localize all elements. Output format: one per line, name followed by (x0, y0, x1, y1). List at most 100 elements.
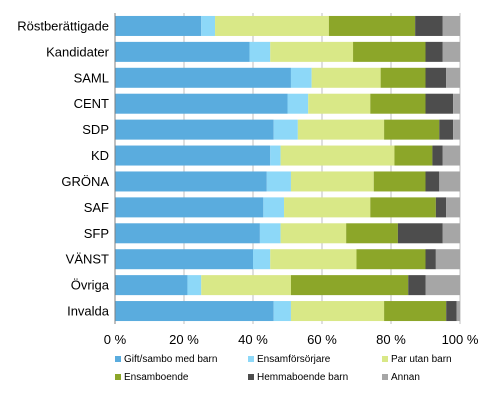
bar-segment (384, 119, 440, 140)
bar-segment (439, 171, 460, 192)
bar-segment (311, 67, 381, 88)
bar-segment (442, 223, 460, 244)
legend-label: Ensamboende (124, 372, 189, 383)
bar-segment (115, 15, 202, 36)
axes: Röstberättigade Kandidater SAML CENT SDP KD GR… (17, 13, 479, 347)
bar-segment (273, 119, 298, 140)
category-label: Invalda (67, 304, 110, 319)
x-tick-label: 20 % (169, 332, 199, 347)
category-label: GRÖNA (61, 174, 109, 189)
bar-segment (408, 275, 426, 296)
x-tick-label: 40 % (238, 332, 268, 347)
x-tick-label: 60 % (307, 332, 337, 347)
legend-swatch (382, 356, 388, 362)
bar-segment (270, 41, 354, 62)
bar-segment (415, 15, 443, 36)
bar-segment (115, 119, 274, 140)
bar-segment (435, 249, 460, 270)
bar-segment (270, 249, 357, 270)
category-label: Röstberättigade (17, 18, 109, 33)
category-label: VÄNST (66, 252, 109, 267)
category-label: Kandidater (46, 44, 110, 59)
bar-segment (370, 197, 436, 218)
bar-segment (297, 119, 385, 140)
bar-segment (328, 15, 416, 36)
bar-segment (266, 171, 291, 192)
bar-segment (373, 171, 426, 192)
bar-segment (115, 223, 260, 244)
bar-segment (187, 275, 202, 296)
bar-segment (215, 15, 329, 36)
category-label: CENT (74, 96, 109, 111)
bar-segment (425, 275, 460, 296)
bar-segment (442, 145, 460, 166)
category-label: SAML (74, 70, 109, 85)
bar-segment (290, 275, 409, 296)
legend-label: Gift/sambo med barn (124, 354, 217, 365)
bar-segment (290, 67, 312, 88)
bar-segment (425, 93, 454, 114)
legend: Gift/sambo med barn Ensamförsörjare Par ut… (115, 354, 452, 383)
bar-segment (439, 119, 454, 140)
bar-segment (201, 15, 216, 36)
category-label: KD (91, 148, 109, 163)
legend-label: Hemmaboende barn (257, 372, 348, 383)
bar-segment (346, 223, 398, 244)
x-tick-label: 0 % (104, 332, 127, 347)
bar-segment (115, 41, 250, 62)
bar-segment (115, 171, 267, 192)
bar-segment (425, 249, 436, 270)
bars (115, 15, 460, 322)
bar-segment (280, 145, 395, 166)
bar-segment (453, 93, 460, 114)
bar-segment (290, 301, 385, 322)
bar-segment (456, 301, 460, 322)
bar-segment (115, 249, 253, 270)
bar-segment (394, 145, 433, 166)
bar-segment (446, 67, 460, 88)
legend-label: Annan (391, 372, 420, 383)
bar-segment (446, 197, 460, 218)
bar-segment (259, 223, 281, 244)
bar-segment (397, 223, 443, 244)
bar-segment (442, 15, 460, 36)
category-label: SAF (84, 200, 109, 215)
x-tick-label: 80 % (376, 332, 406, 347)
category-label: SFP (84, 226, 109, 241)
x-tick-label: 100 % (442, 332, 479, 347)
legend-swatch (248, 356, 254, 362)
legend-label: Ensamförsörjare (257, 354, 331, 365)
legend-swatch (382, 374, 388, 380)
category-label: SDP (82, 122, 109, 137)
bar-segment (115, 67, 291, 88)
bar-segment (442, 41, 460, 62)
bar-segment (435, 197, 447, 218)
category-label: Övriga (71, 278, 110, 293)
legend-swatch (248, 374, 254, 380)
bar-segment (249, 41, 271, 62)
bar-segment (353, 41, 426, 62)
bar-segment (115, 275, 188, 296)
bar-segment (280, 223, 347, 244)
bar-segment (446, 301, 457, 322)
bar-segment (384, 301, 447, 322)
bar-segment (253, 249, 271, 270)
bar-segment (270, 145, 281, 166)
bar-segment (273, 301, 291, 322)
legend-swatch (115, 356, 121, 362)
bar-segment (308, 93, 371, 114)
bar-segment (425, 41, 443, 62)
bar-segment (115, 301, 274, 322)
bar-segment (201, 275, 291, 296)
bar-segment (425, 67, 447, 88)
bar-segment (287, 93, 309, 114)
legend-swatch (115, 374, 121, 380)
bar-segment (425, 171, 440, 192)
bar-segment (284, 197, 371, 218)
bar-segment (380, 67, 426, 88)
legend-label: Par utan barn (391, 354, 452, 365)
bar-segment (370, 93, 426, 114)
bar-segment (290, 171, 374, 192)
